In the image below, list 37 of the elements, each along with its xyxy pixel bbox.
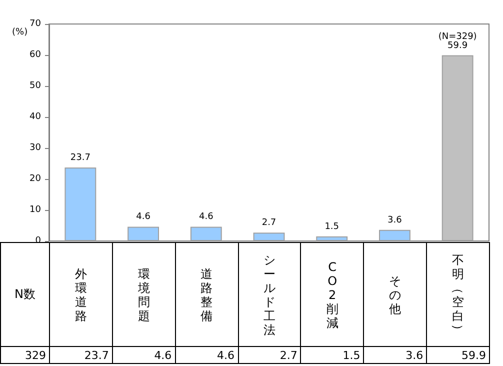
bar <box>190 226 222 241</box>
data-label: 1.5 <box>324 222 340 232</box>
y-tick-label: 70 <box>30 19 42 29</box>
y-tick-label: 40 <box>30 112 42 122</box>
bar <box>316 236 348 241</box>
y-tick-label: 60 <box>30 50 42 60</box>
text: 2.7 <box>238 346 302 364</box>
text: 1.5 <box>300 346 364 364</box>
x-tick-label: 不明（空白） <box>451 252 466 336</box>
x-tick-label: シールド工法 <box>263 252 276 336</box>
text: 329 <box>0 346 50 364</box>
data-label: 23.7 <box>70 153 90 164</box>
x-tick-label: 環境問題 <box>138 266 150 322</box>
x-tick-label: CO2削減 <box>326 260 338 330</box>
text: 3.6 <box>363 346 428 364</box>
text: 59.9 <box>426 346 490 364</box>
y-tick-label: 10 <box>30 205 42 215</box>
text: 4.6 <box>174 346 239 364</box>
data-label: 2.7 <box>262 218 276 228</box>
annotation: (N=329) <box>438 32 477 42</box>
data-label: 4.6 <box>198 212 214 222</box>
bar <box>128 226 159 241</box>
text: 23.7 <box>49 346 113 364</box>
y-tick-label: 50 <box>30 81 42 91</box>
y-axis-title: (%) <box>12 28 28 38</box>
text: 4.6 <box>112 346 176 364</box>
bar <box>379 230 410 241</box>
x-tick-label: 外環道路 <box>74 266 87 322</box>
y-tick-label: 20 <box>30 174 42 184</box>
data-label: 3.6 <box>388 215 402 226</box>
data-label: 4.6 <box>136 212 151 222</box>
x-tick-label: 道路整備 <box>200 266 213 322</box>
data-label: 59.9 <box>448 40 468 51</box>
bar <box>253 232 285 241</box>
text: N数 <box>14 287 36 301</box>
x-tick-label: その他 <box>389 274 402 316</box>
y-tick-label: 30 <box>30 143 42 153</box>
